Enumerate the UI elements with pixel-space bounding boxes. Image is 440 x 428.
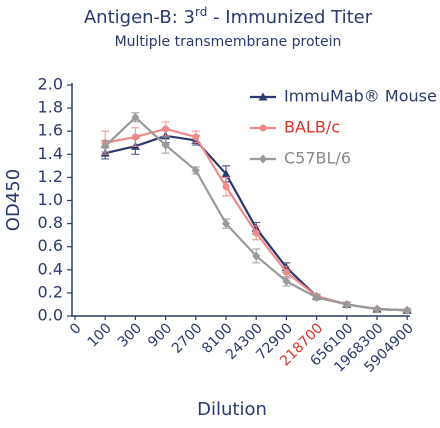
- data-point: [191, 165, 200, 175]
- y-tick-label: 0.0: [38, 306, 63, 325]
- x-tick-label: 2700: [169, 320, 206, 357]
- y-tick-label: 1.4: [38, 144, 63, 163]
- legend-marker: [259, 154, 267, 164]
- data-point: [373, 304, 381, 314]
- title-superscript: rd: [195, 5, 207, 19]
- legend-label: C57BL/6: [284, 149, 351, 168]
- y-tick-label: 1.6: [38, 121, 63, 140]
- x-tick-label: 300: [115, 320, 145, 350]
- data-point: [161, 140, 170, 150]
- y-axis-label: OD450: [3, 169, 24, 231]
- x-tick-label: 0: [67, 320, 85, 338]
- legend-marker: [258, 92, 268, 101]
- series-line: [104, 127, 408, 312]
- series-line: [104, 115, 408, 312]
- data-point: [282, 268, 290, 276]
- data-point: [162, 125, 170, 133]
- x-tick-label: 100: [85, 320, 115, 350]
- y-tick-label: 2.0: [38, 75, 63, 94]
- legend-label: ImmuMab® Mouse: [284, 87, 437, 106]
- y-tick-label: 0.2: [38, 282, 63, 301]
- chart-subtitle: Multiple transmembrane protein: [115, 34, 342, 50]
- data-point: [252, 251, 261, 261]
- y-tick-label: 1.8: [38, 98, 63, 117]
- y-tick-label: 0.8: [38, 213, 63, 232]
- data-point: [222, 183, 230, 191]
- data-point: [312, 293, 321, 303]
- data-point: [222, 219, 230, 229]
- y-tick-label: 1.0: [38, 190, 63, 209]
- data-point: [403, 305, 412, 315]
- data-point: [131, 133, 139, 141]
- data-point: [282, 276, 291, 286]
- data-point: [221, 169, 231, 178]
- legend-marker: [259, 124, 267, 132]
- data-point: [131, 112, 140, 122]
- data-point: [252, 229, 260, 237]
- y-tick-label: 1.2: [38, 167, 63, 186]
- title-part: - Immunized Titer: [207, 7, 372, 28]
- y-tick-label: 0.4: [38, 259, 63, 278]
- data-point: [101, 141, 110, 151]
- y-tick-label: 0.6: [38, 236, 63, 255]
- data-point: [192, 133, 200, 141]
- data-point: [342, 299, 351, 309]
- x-axis-label: Dilution: [197, 399, 267, 420]
- legend-label: BALB/c: [284, 118, 340, 137]
- title-part: Antigen-B: 3: [84, 7, 195, 28]
- chart-title: Antigen-B: 3rd - Immunized Titer: [84, 5, 373, 29]
